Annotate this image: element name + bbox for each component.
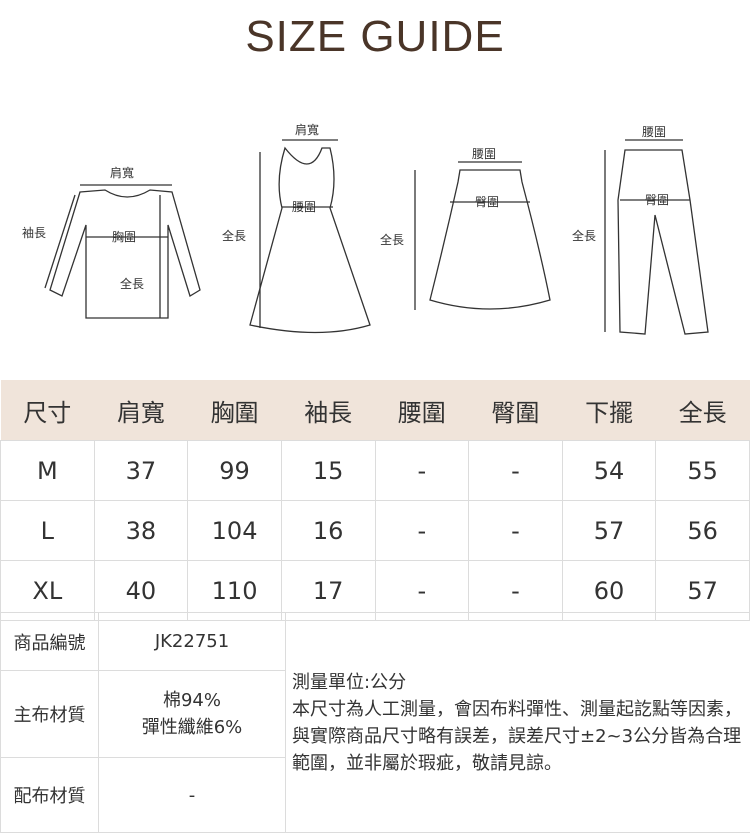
- dress-length-label: 全長: [222, 228, 246, 243]
- garment-diagrams: 肩寬 袖長 胸圍 全長 肩寬 全長 腰圍 腰圍 全長 臀圍 腰圍 全長: [22, 122, 709, 335]
- table-header-row: 尺寸 肩寬 胸圍 袖長 腰圍 臀圍 下擺 全長: [0, 380, 750, 441]
- dress-waist-label: 腰圍: [292, 200, 316, 214]
- lining-material: -: [98, 757, 286, 833]
- skirt-hip-label: 臀圍: [475, 195, 499, 209]
- header-hem: 下擺: [562, 380, 656, 441]
- dress-diagram: 肩寬 全長 腰圍: [222, 122, 371, 334]
- cell: 56: [655, 500, 750, 561]
- product-info-table: 商品編號 JK22751 測量單位:公分 本尺寸為人工測量，會因布料彈性、測量起…: [0, 612, 750, 833]
- cell: -: [374, 500, 470, 561]
- cell: 37: [93, 440, 189, 501]
- table-row: XL 40 110 17- -60 57: [0, 560, 750, 621]
- cell: 55: [655, 440, 750, 501]
- header-length: 全長: [655, 380, 750, 441]
- cell: 54: [561, 440, 657, 501]
- header-sleeve: 袖長: [281, 380, 375, 441]
- top-chest-label: 胸圍: [112, 229, 136, 244]
- cell: 15: [280, 440, 376, 501]
- header-hip: 臀圍: [468, 380, 563, 441]
- product-code-label: 商品編號: [0, 612, 99, 671]
- cell: 57: [655, 560, 750, 621]
- note-unit: 測量單位:公分: [292, 671, 407, 693]
- cell: 104: [187, 500, 282, 561]
- cell: 60: [561, 560, 657, 621]
- header-shoulder: 肩寬: [94, 380, 188, 441]
- dress-shoulder-label: 肩寬: [295, 122, 319, 137]
- note-body: 本尺寸為人工測量，會因布料彈性、測量起訖點等因素，與實際商品尺寸略有誤差，誤差尺…: [292, 698, 742, 774]
- pants-hip-label: 臀圍: [645, 193, 669, 207]
- cell: M: [0, 440, 95, 501]
- main-material-2: 彈性纖維6%: [141, 717, 243, 738]
- skirt-length-label: 全長: [380, 232, 404, 247]
- measurement-note: 測量單位:公分 本尺寸為人工測量，會因布料彈性、測量起訖點等因素，與實際商品尺寸…: [285, 612, 750, 833]
- pants-waist-label: 腰圍: [642, 125, 666, 139]
- header-size: 尺寸: [0, 380, 95, 441]
- lining-label: 配布材質: [0, 757, 99, 833]
- skirt-diagram: 腰圍 全長 臀圍: [380, 147, 551, 310]
- cell: 16: [280, 500, 376, 561]
- pants-length-label: 全長: [572, 228, 596, 243]
- cell: 17: [280, 560, 376, 621]
- top-diagram: 肩寬 袖長 胸圍 全長: [22, 165, 201, 319]
- top-sleeve-label: 袖長: [22, 225, 46, 240]
- skirt-waist-label: 腰圍: [472, 147, 496, 161]
- cell: -: [374, 560, 470, 621]
- cell: -: [468, 440, 563, 501]
- cell: -: [374, 440, 470, 501]
- cell: 99: [187, 440, 282, 501]
- main-material-1: 棉94%: [162, 690, 221, 711]
- table-row: L 38 104 16- -57 56: [0, 500, 750, 561]
- cell: L: [0, 500, 95, 561]
- main-material-label: 主布材質: [0, 670, 99, 758]
- table-row: M 37 99 15- -54 55: [0, 440, 750, 501]
- cell: -: [468, 500, 563, 561]
- cell: 38: [93, 500, 189, 561]
- page-title: SIZE GUIDE: [245, 12, 505, 61]
- top-length-label: 全長: [120, 276, 144, 291]
- product-code: JK22751: [98, 612, 286, 671]
- header-chest: 胸圍: [187, 380, 282, 441]
- header-waist: 腰圍: [375, 380, 469, 441]
- cell: 57: [561, 500, 657, 561]
- cell: 110: [187, 560, 282, 621]
- pants-diagram: 腰圍 全長 臀圍: [572, 125, 709, 335]
- main-material: 棉94% 彈性纖維6%: [98, 670, 286, 758]
- top-shoulder-label: 肩寬: [110, 165, 134, 180]
